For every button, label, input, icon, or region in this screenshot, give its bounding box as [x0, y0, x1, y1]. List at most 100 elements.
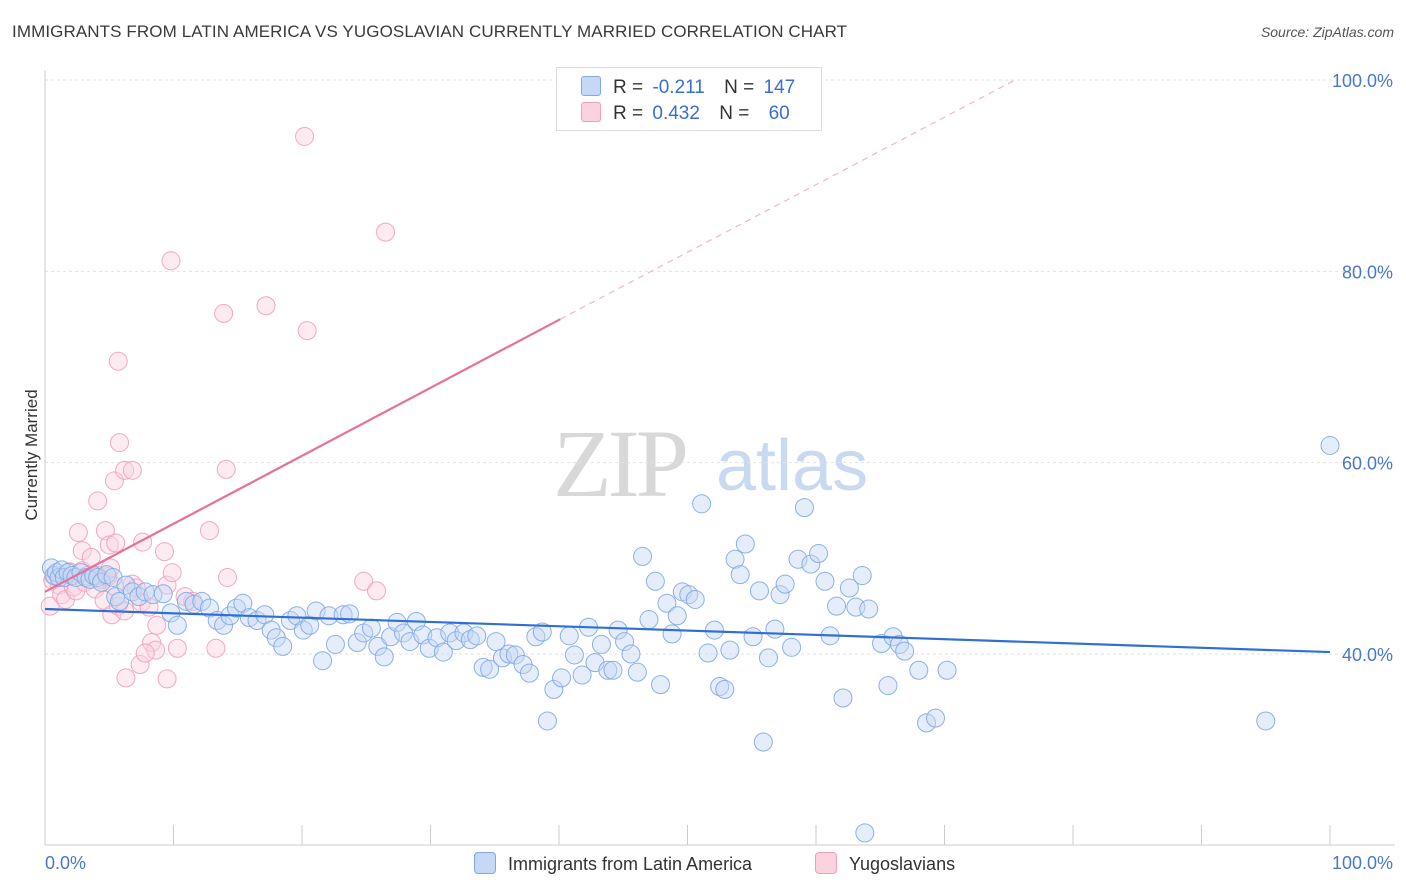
latin-america-point — [233, 593, 253, 613]
latin-america-point — [801, 554, 821, 574]
yugoslavian-point — [216, 459, 236, 479]
latin-america-point — [110, 591, 130, 611]
yugoslavian-point — [354, 571, 374, 591]
yugoslavian-point — [297, 321, 317, 341]
latin-america-point — [361, 618, 381, 638]
latin-america-point — [499, 644, 519, 664]
latin-america-point — [639, 610, 659, 630]
yugoslavian-point — [155, 542, 175, 562]
latin-america-point — [347, 633, 367, 653]
latin-america-point — [287, 606, 307, 626]
yugoslavian-point — [147, 615, 167, 635]
latin-america-point — [532, 622, 552, 642]
legend-swatch-pink — [581, 102, 601, 122]
x-tick-label: 0.0% — [45, 853, 86, 873]
yugoslavian-point — [217, 567, 237, 587]
legend-swatch-blue — [581, 76, 601, 96]
yugoslavian-point — [162, 563, 182, 583]
chart-source: Source: ZipAtlas.com — [1260, 24, 1394, 40]
latin-america-point — [306, 601, 326, 621]
yugoslavian-point — [68, 523, 88, 543]
legend-row-yugoslavians: R = 0.432 N = 60 — [581, 102, 790, 126]
legend-r-label: R = — [613, 103, 644, 124]
latin-america-point — [176, 591, 196, 611]
bottom-legend: Immigrants from Latin America Yugoslavia… — [0, 852, 1406, 878]
latin-america-point — [645, 571, 665, 591]
bottom-legend-swatch-blue — [474, 852, 496, 874]
latin-america-point — [544, 679, 564, 699]
latin-america-point — [895, 641, 915, 661]
yugoslavian-point — [99, 535, 119, 555]
latin-america-point — [214, 615, 234, 635]
yugoslavian-point — [295, 126, 315, 146]
latin-america-point — [480, 659, 500, 679]
latin-america-point — [505, 645, 525, 665]
latin-america-point — [937, 660, 957, 680]
yugoslavian-point — [106, 533, 126, 553]
latin-america-point — [662, 624, 682, 644]
latin-america-point — [319, 606, 339, 626]
latin-america-point — [387, 612, 407, 632]
latin-america-point — [890, 634, 910, 654]
x-tick-label: 100.0% — [1332, 853, 1393, 873]
yugoslavian-point — [108, 351, 128, 371]
latin-america-trend-line — [44, 607, 1331, 654]
latin-america-point — [608, 620, 628, 640]
watermark-zip: ZIP — [553, 410, 689, 517]
bottom-legend-item-latin-america: Immigrants from Latin America — [474, 852, 752, 875]
yugoslavian-point — [110, 433, 130, 453]
latin-america-point — [486, 632, 506, 652]
latin-america-point — [559, 626, 579, 646]
latin-america-point — [926, 708, 946, 728]
yugoslavian-point — [206, 638, 226, 658]
latin-america-point — [794, 498, 814, 518]
latin-america-point — [325, 634, 345, 654]
legend-r-value-pink: 0.432 — [652, 103, 700, 124]
latin-america-point — [657, 593, 677, 613]
latin-america-point — [909, 660, 929, 680]
latin-america-point — [730, 565, 750, 585]
latin-america-point — [878, 676, 898, 696]
yugoslavian-point — [167, 638, 187, 658]
latin-america-point — [419, 638, 439, 658]
latin-america-point — [1256, 711, 1276, 731]
legend-n-value-pink: 60 — [768, 103, 790, 124]
latin-america-point — [167, 615, 187, 635]
latin-america-point — [743, 627, 763, 647]
latin-america-point — [833, 688, 853, 708]
bottom-legend-item-yugoslavians: Yugoslavians — [815, 852, 955, 875]
latin-america-point — [698, 643, 718, 663]
latin-america-point — [692, 494, 712, 514]
yugoslavian-point — [214, 303, 234, 323]
latin-america-point — [758, 648, 778, 668]
yugoslavian-point — [88, 491, 108, 511]
latin-america-point — [591, 634, 611, 654]
legend-n-label: N = — [724, 77, 755, 98]
latin-america-point — [153, 584, 173, 604]
latin-america-point — [775, 574, 795, 594]
yugoslavian-point — [115, 460, 135, 480]
yugoslavian-point — [376, 222, 396, 242]
latin-america-point — [603, 660, 623, 680]
latin-america-point — [704, 620, 724, 640]
latin-america-point — [859, 599, 879, 619]
latin-america-point — [710, 677, 730, 697]
bottom-legend-label-blue: Immigrants from Latin America — [508, 854, 753, 874]
latin-america-point — [440, 623, 460, 643]
bottom-legend-swatch-pink — [815, 852, 837, 874]
latin-america-point — [765, 619, 785, 639]
legend-r-value-blue: -0.211 — [652, 77, 705, 98]
latin-america-point — [433, 642, 453, 662]
yugoslavian-point — [157, 669, 177, 689]
latin-america-point — [300, 615, 320, 635]
latin-america-point — [615, 632, 635, 652]
stats-legend: R = -0.211 N = 147 R = 0.432 N = 60 — [556, 67, 822, 131]
yugoslavian-point — [256, 296, 276, 316]
latin-america-point — [598, 660, 618, 680]
latin-america-point — [313, 651, 333, 671]
latin-america-point — [537, 711, 557, 731]
latin-america-point — [572, 665, 592, 685]
latin-america-point — [143, 585, 163, 605]
bottom-legend-label-pink: Yugoslavians — [849, 854, 956, 874]
